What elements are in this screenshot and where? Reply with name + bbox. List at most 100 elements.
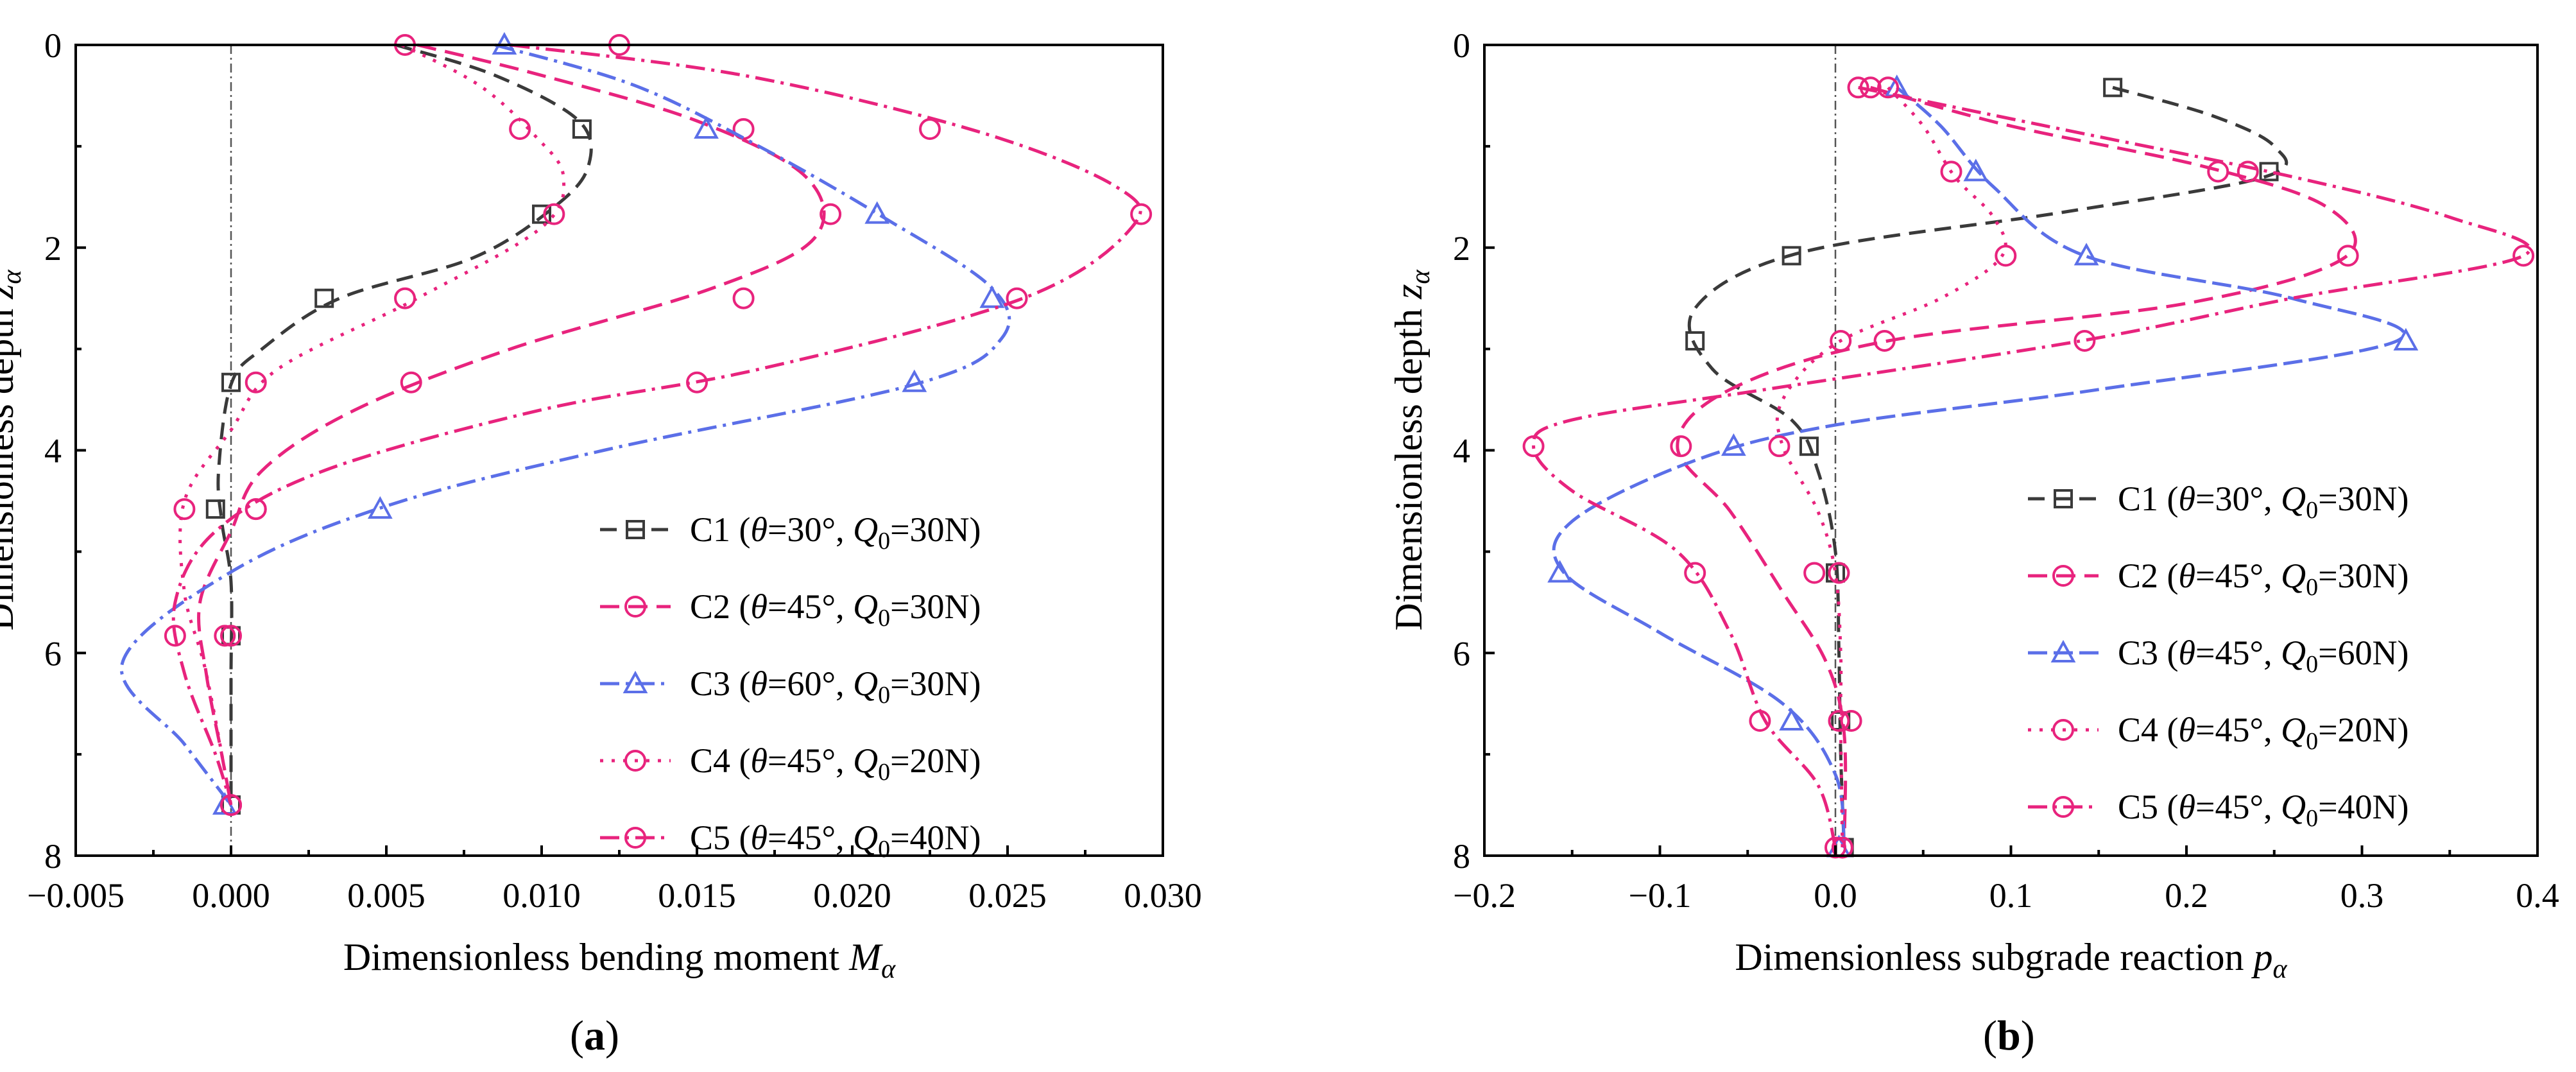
data-point — [245, 498, 267, 521]
data-point — [1995, 245, 2017, 267]
y-tick-label: 8 — [1453, 837, 1470, 876]
data-point — [2512, 245, 2535, 267]
data-point — [1547, 560, 1572, 583]
data-point — [394, 287, 416, 309]
legend-swatch-marker — [624, 596, 646, 618]
series-c4 — [173, 34, 566, 817]
data-point — [979, 285, 1005, 308]
chart-panel-a: −0.005 0.000 0.005 0.010 0.015 0.020 0.025 0.03… — [0, 26, 1202, 1059]
data-point — [1799, 437, 1819, 456]
data-point — [1873, 329, 1896, 352]
data-point — [1779, 707, 1805, 731]
data-point — [1670, 435, 1692, 458]
legend-label: C1 (θ=30°, Q0=30N) — [690, 510, 981, 555]
plot-frame — [74, 44, 1164, 857]
data-point — [245, 371, 267, 393]
y-axis-label: Dimensionless depth zα — [1387, 270, 1436, 631]
series-line-c1 — [1687, 85, 2288, 848]
legend-swatch-marker — [2052, 796, 2074, 818]
series-line-c1 — [216, 43, 593, 806]
legend-swatch-marker — [2052, 565, 2074, 587]
legend-swatch-marker — [2052, 719, 2074, 741]
data-point — [221, 372, 241, 392]
data-point — [173, 498, 196, 521]
x-tick-label: −0.2 — [1453, 876, 1516, 915]
data-point — [1130, 203, 1153, 225]
y-tick-label: 2 — [44, 229, 62, 268]
legend-label: C3 (θ=60°, Q0=30N) — [690, 664, 981, 709]
data-point — [1721, 433, 1746, 456]
series-line-c5 — [1532, 85, 2532, 849]
x-axis-label: Dimensionless bending moment Mα — [343, 936, 896, 984]
data-point — [1828, 710, 1850, 732]
data-point — [1963, 159, 1989, 182]
legend: C1 (θ=30°, Q0=30N) C2 (θ=45°, Q0=30N) C3 (… — [2028, 480, 2409, 832]
series-line-c2 — [197, 43, 826, 806]
y-tick-label: 4 — [1453, 432, 1470, 471]
data-point — [572, 119, 592, 139]
legend-swatch-marker — [624, 827, 646, 849]
data-point — [1830, 329, 1852, 352]
series-c5 — [1522, 76, 2535, 859]
data-point — [1768, 435, 1790, 458]
data-point — [1782, 246, 1801, 266]
data-point — [509, 118, 531, 141]
x-tick-label: −0.005 — [27, 876, 125, 915]
series-line-c3 — [119, 43, 1011, 806]
data-point — [1831, 836, 1853, 859]
data-point — [2074, 243, 2099, 266]
legend-swatch-marker — [626, 520, 645, 539]
data-point — [205, 499, 225, 519]
y-tick-label: 4 — [44, 432, 62, 471]
data-point — [400, 371, 422, 393]
data-point — [2259, 162, 2279, 182]
data-point — [1684, 562, 1706, 584]
data-point — [1940, 160, 1962, 183]
y-tick-label: 0 — [44, 26, 62, 65]
x-tick-label: 0.3 — [2340, 876, 2384, 915]
data-point — [2237, 160, 2259, 183]
data-point — [532, 204, 551, 224]
legend-label: C4 (θ=45°, Q0=20N) — [690, 741, 981, 786]
data-point — [314, 288, 334, 308]
legend-swatch-marker — [2054, 489, 2073, 508]
legend-swatch-marker — [624, 750, 646, 772]
legend-label: C5 (θ=45°, Q0=40N) — [690, 818, 981, 863]
legend-entry-c2: C2 (θ=45°, Q0=30N) — [600, 587, 981, 632]
series-c3 — [1547, 74, 2419, 858]
data-point — [1006, 287, 1028, 309]
legend-entry-c5: C5 (θ=45°, Q0=40N) — [600, 818, 981, 863]
panel-label: (a) — [570, 1012, 619, 1059]
legend-entry-c3: C3 (θ=60°, Q0=30N) — [600, 664, 981, 709]
data-point — [220, 625, 242, 647]
data-point — [2074, 329, 2096, 352]
data-point — [686, 371, 708, 393]
data-point — [220, 794, 242, 817]
data-point — [1749, 710, 1771, 732]
y-tick-label: 6 — [44, 634, 62, 673]
x-tick-label: 0.005 — [347, 876, 425, 915]
data-point — [214, 625, 236, 647]
legend-entry-c3: C3 (θ=45°, Q0=60N) — [2028, 634, 2409, 678]
x-axis-label: Dimensionless subgrade reaction pα — [1735, 936, 2287, 984]
x-tick-label: 0.0 — [1814, 876, 1857, 915]
legend: C1 (θ=30°, Q0=30N) C2 (θ=45°, Q0=30N) C3 (… — [600, 510, 981, 863]
data-point — [902, 369, 927, 392]
x-tick-label: 0.015 — [658, 876, 736, 915]
legend-entry-c4: C4 (θ=45°, Q0=20N) — [600, 741, 981, 786]
y-tick-label: 0 — [1453, 26, 1470, 65]
data-point — [1828, 562, 1850, 584]
data-point — [694, 116, 719, 139]
legend-label: C4 (θ=45°, Q0=20N) — [2118, 711, 2409, 755]
data-point — [732, 118, 755, 141]
chart-panel-b: −0.2 −0.1 0.0 0.1 0.2 0.3 0.4 0 2 4 6 8 Dimensionles… — [1387, 26, 2559, 1059]
legend-swatch-marker — [623, 670, 648, 693]
legend-entry-c5: C5 (θ=45°, Q0=40N) — [2028, 788, 2409, 832]
data-point — [367, 496, 393, 519]
series-line-c5 — [171, 43, 1142, 806]
data-point — [1877, 76, 1900, 99]
legend-label: C5 (θ=45°, Q0=40N) — [2118, 788, 2409, 832]
data-point — [919, 118, 941, 141]
data-point — [1685, 331, 1705, 350]
